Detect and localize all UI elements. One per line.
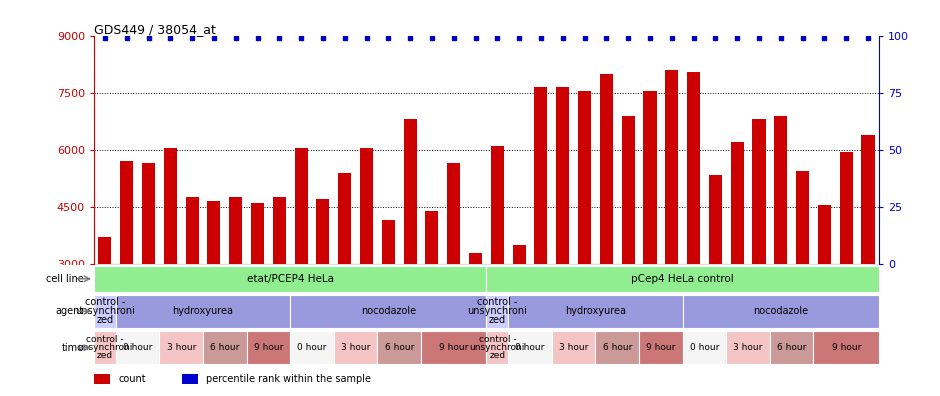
FancyBboxPatch shape	[552, 331, 595, 364]
Text: cell line: cell line	[46, 274, 84, 284]
FancyBboxPatch shape	[290, 295, 487, 328]
Bar	[403, 120, 416, 264]
FancyBboxPatch shape	[770, 331, 813, 364]
Bar	[730, 142, 744, 264]
Text: 9 hour: 9 hour	[439, 343, 468, 352]
Bar	[621, 116, 634, 264]
Text: 6 hour: 6 hour	[603, 343, 632, 352]
Bar	[94, 374, 110, 384]
Text: 6 hour: 6 hour	[211, 343, 240, 352]
Bar	[182, 374, 197, 384]
FancyBboxPatch shape	[487, 331, 509, 364]
Text: pCep4 HeLa control: pCep4 HeLa control	[632, 274, 734, 284]
Bar	[360, 148, 373, 264]
Text: 9 hour: 9 hour	[832, 343, 861, 352]
Bar	[317, 200, 329, 264]
FancyBboxPatch shape	[94, 295, 116, 328]
Text: nocodazole: nocodazole	[361, 306, 415, 316]
Text: percentile rank within the sample: percentile rank within the sample	[207, 374, 371, 384]
Bar	[251, 203, 264, 264]
Bar	[447, 163, 461, 264]
FancyBboxPatch shape	[246, 331, 290, 364]
Text: count: count	[118, 374, 147, 384]
Text: nocodazole: nocodazole	[753, 306, 808, 316]
FancyBboxPatch shape	[595, 331, 639, 364]
Bar	[687, 72, 700, 264]
Bar	[752, 120, 765, 264]
Text: 0 hour: 0 hour	[690, 343, 719, 352]
FancyBboxPatch shape	[682, 331, 727, 364]
Text: control -
unsynchroni
zed: control - unsynchroni zed	[470, 335, 525, 360]
Text: 3 hour: 3 hour	[166, 343, 196, 352]
Bar	[839, 152, 853, 264]
Bar	[120, 161, 133, 264]
Bar	[709, 175, 722, 264]
Bar	[775, 116, 788, 264]
FancyBboxPatch shape	[813, 331, 879, 364]
Bar	[273, 198, 286, 264]
Text: 9 hour: 9 hour	[254, 343, 283, 352]
Bar	[578, 91, 591, 264]
Bar	[600, 74, 613, 264]
Text: time: time	[61, 343, 84, 353]
FancyBboxPatch shape	[116, 331, 160, 364]
FancyBboxPatch shape	[639, 331, 682, 364]
Bar	[164, 148, 177, 264]
Bar	[512, 245, 525, 264]
FancyBboxPatch shape	[727, 331, 770, 364]
Text: 9 hour: 9 hour	[646, 343, 676, 352]
FancyBboxPatch shape	[94, 331, 116, 364]
Bar	[426, 211, 438, 264]
Text: control -
unsynchroni
zed: control - unsynchroni zed	[77, 335, 133, 360]
Text: control -
unsynchroni
zed: control - unsynchroni zed	[75, 297, 134, 326]
Bar	[229, 198, 243, 264]
Text: hydroxyurea: hydroxyurea	[173, 306, 233, 316]
FancyBboxPatch shape	[94, 266, 487, 292]
Bar	[491, 146, 504, 264]
FancyBboxPatch shape	[116, 295, 290, 328]
Bar	[796, 171, 809, 264]
FancyBboxPatch shape	[203, 331, 246, 364]
Bar	[142, 163, 155, 264]
Bar	[294, 148, 307, 264]
Bar	[382, 220, 395, 264]
Text: 3 hour: 3 hour	[341, 343, 370, 352]
Bar	[666, 70, 679, 264]
Bar	[556, 87, 570, 264]
Bar	[208, 201, 221, 264]
Bar	[185, 198, 198, 264]
Text: hydroxyurea: hydroxyurea	[565, 306, 626, 316]
Text: 6 hour: 6 hour	[777, 343, 807, 352]
Text: control -
unsynchroni
zed: control - unsynchroni zed	[467, 297, 527, 326]
Bar	[338, 173, 352, 264]
FancyBboxPatch shape	[378, 331, 421, 364]
Text: 0 hour: 0 hour	[123, 343, 152, 352]
FancyBboxPatch shape	[334, 331, 378, 364]
FancyBboxPatch shape	[487, 266, 879, 292]
Text: 0 hour: 0 hour	[297, 343, 327, 352]
Text: 3 hour: 3 hour	[733, 343, 762, 352]
FancyBboxPatch shape	[160, 331, 203, 364]
FancyBboxPatch shape	[421, 331, 487, 364]
Text: 3 hour: 3 hour	[559, 343, 588, 352]
FancyBboxPatch shape	[290, 331, 334, 364]
FancyBboxPatch shape	[509, 295, 682, 328]
FancyBboxPatch shape	[509, 331, 552, 364]
Bar	[99, 238, 112, 264]
Bar	[469, 253, 482, 264]
Bar	[818, 205, 831, 264]
FancyBboxPatch shape	[682, 295, 879, 328]
Text: GDS449 / 38054_at: GDS449 / 38054_at	[94, 23, 216, 36]
Text: agent: agent	[55, 306, 84, 316]
Bar	[535, 87, 547, 264]
Bar	[644, 91, 656, 264]
Text: etat/PCEP4 HeLa: etat/PCEP4 HeLa	[246, 274, 334, 284]
FancyBboxPatch shape	[487, 295, 509, 328]
Text: 0 hour: 0 hour	[515, 343, 545, 352]
Bar	[861, 135, 874, 264]
Text: 6 hour: 6 hour	[384, 343, 414, 352]
